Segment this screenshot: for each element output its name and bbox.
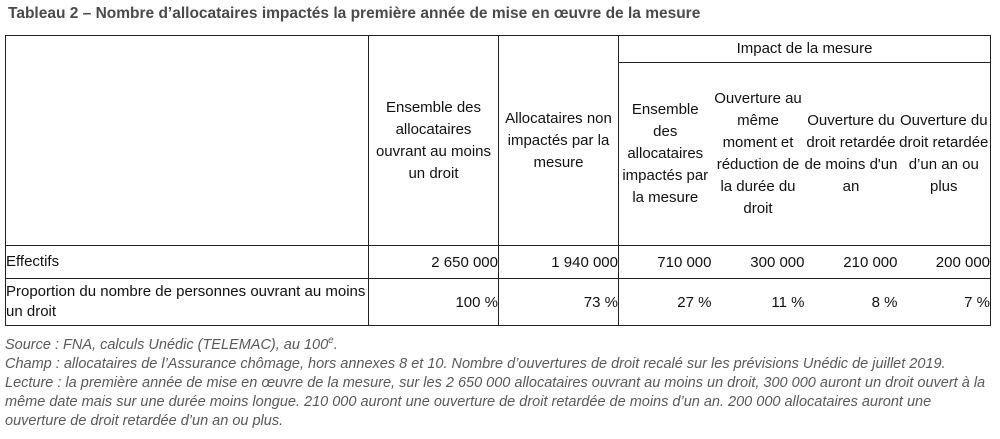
table-row-proportion: Proportion du nombre de personnes ouvran… xyxy=(5,278,991,326)
cell-effectifs-retardee-un-an-plus: 200 000 xyxy=(897,245,991,279)
cell-proportion-non-impactes: 73 % xyxy=(498,278,619,326)
source-note-superscript: e xyxy=(328,335,334,347)
cell-proportion-ensemble-ouvrant: 100 % xyxy=(368,278,499,326)
cell-proportion-ensemble-impactes: 27 % xyxy=(677,293,712,311)
cell-effectifs-non-impactes: 1 940 000 xyxy=(498,245,619,279)
cell-effectifs-meme-moment: 300 000 xyxy=(711,245,805,279)
header-cell-ouverture-meme-moment: Ouverture au même moment et réduction de… xyxy=(711,62,805,246)
row-label-effectifs: Effectifs xyxy=(5,245,369,279)
source-note-text: Source : FNA, calculs Unédic (TELEMAC), … xyxy=(5,337,329,353)
group-header-impact-mesure: Impact de la mesure xyxy=(618,35,991,63)
header-cell-ensemble-ouvrant: Ensemble des allocataires ouvrant au moi… xyxy=(368,35,499,246)
cell-proportion-retardee-un-an-plus: 7 % xyxy=(964,293,991,311)
lecture-note: Lecture : la première année de mise en œ… xyxy=(5,375,986,429)
cell-effectifs-retardee-moins-un-an: 210 000 xyxy=(804,245,898,279)
cell-effectifs-ensemble-impactes: 710 000 xyxy=(618,245,712,279)
table-footnotes: Source : FNA, calculs Unédic (TELEMAC), … xyxy=(5,336,995,431)
header-cell-empty xyxy=(5,35,369,246)
cell-proportion-retardee-moins-un-an: 8 % xyxy=(871,293,898,311)
header-cell-non-impactes: Allocataires non impactés par la mesure xyxy=(498,35,619,246)
header-cell-ensemble-impactes: Ensemble des allocataires impactés par l… xyxy=(618,62,712,246)
header-cell-retardee-moins-un-an: Ouverture du droit retardée de moins d'u… xyxy=(804,62,898,246)
cell-effectifs-ensemble-ouvrant: 2 650 000 xyxy=(368,245,499,279)
header-cell-retardee-un-an-ou-plus: Ouverture du droit retardée d’un an ou p… xyxy=(897,62,991,246)
table-row-effectifs: Effectifs 2 650 000 1 940 000 710 000 30… xyxy=(5,245,991,279)
table-title: Tableau 2 – Nombre d’allocataires impact… xyxy=(8,5,701,22)
source-note: Source : FNA, calculs Unédic (TELEMAC), … xyxy=(5,336,995,355)
source-note-period: . xyxy=(333,337,338,353)
row-label-proportion: Proportion du nombre de personnes ouvran… xyxy=(5,278,369,326)
header-row-group: Ensemble des allocataires ouvrant au moi… xyxy=(5,35,991,246)
champ-note: Champ : allocataires de l’Assurance chôm… xyxy=(5,356,946,372)
cell-proportion-meme-moment: 11 % xyxy=(771,293,805,311)
header-row-subcolumns: Ensemble des allocataires impactés par l… xyxy=(6,62,991,246)
allocataires-table: Ensemble des allocataires ouvrant au moi… xyxy=(5,35,992,326)
